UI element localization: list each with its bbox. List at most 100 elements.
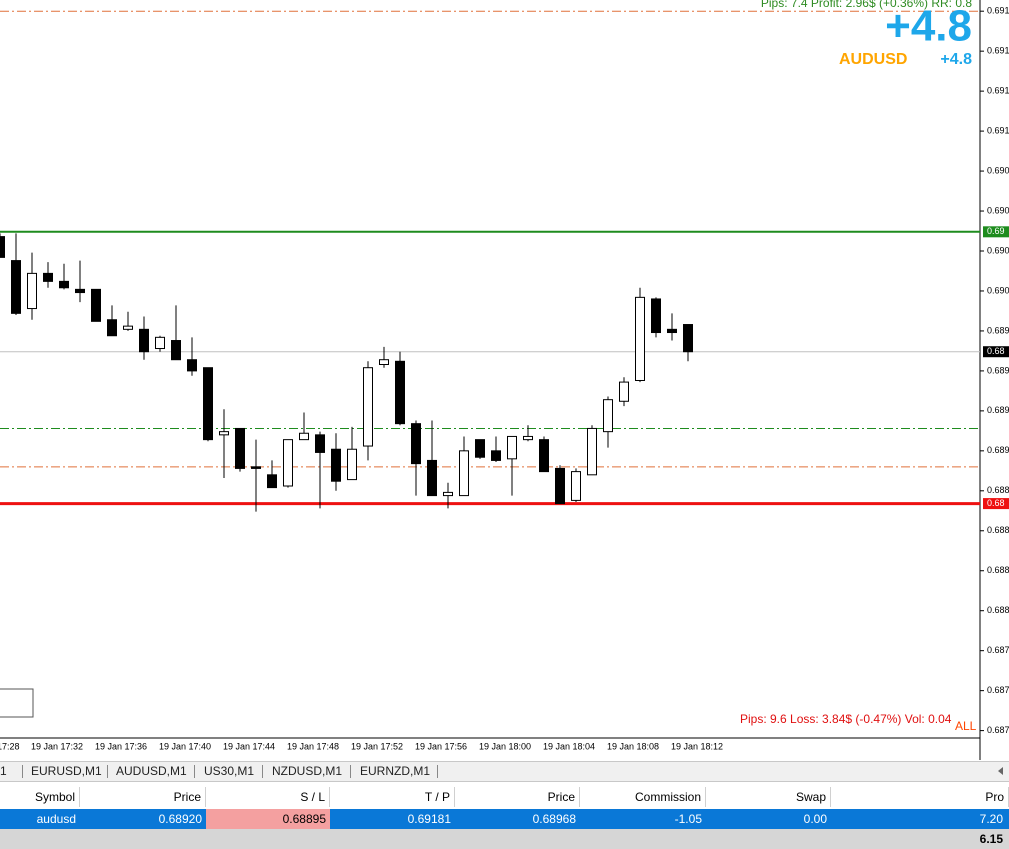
trade-info: Pips: 7.4 Profit: 2.96$ (+0.36%) RR: 0.8 [761,0,972,10]
y-tick-label: 0.690 [987,245,1009,255]
tab-separator [262,765,263,778]
candle-body [59,280,69,289]
candle-body [651,298,661,334]
time-label: 19 Jan 17:52 [351,741,403,751]
tab-separator [350,765,351,778]
chart-tab[interactable]: EURUSD,M1 [31,764,102,778]
candle-body [315,434,325,453]
candle-body [75,288,85,294]
candle-body [347,448,357,481]
empty-button[interactable] [0,688,34,718]
candle-body [603,399,613,433]
candle-body [411,423,421,465]
time-label: 19 Jan 18:00 [479,741,531,751]
candle-body [299,432,309,441]
y-tick-label: 0.691 [987,46,1009,56]
level-tag-label: 0.68 [987,498,1005,508]
candle-body [507,435,517,460]
chart: 0.6910.6910.6910.6910.6900.6900.6900.690… [0,0,1009,760]
candle-body [123,325,133,330]
candle-body [203,367,213,441]
chart-tab[interactable]: US30,M1 [204,764,255,778]
candle-body [619,381,629,402]
chart-tab[interactable]: 1 [0,764,7,778]
column-header: Swap [706,787,831,807]
column-header: S / L [206,787,330,807]
chart-tab[interactable]: AUDUSD,M1 [116,764,187,778]
candle-body [219,431,229,436]
table-cell: 0.68968 [455,809,580,829]
time-label: 19 Jan 17:48 [287,741,339,751]
y-tick-label: 0.687 [987,645,1009,655]
y-tick-label: 0.688 [987,565,1009,575]
all-label: ALL [955,719,977,733]
y-tick-label: 0.687 [987,685,1009,695]
table-cell: 0.68895 [206,809,330,829]
candle-body [43,272,53,282]
candle-body [27,272,37,310]
big-pips: +4.8 [885,2,972,51]
level-tag [983,346,1009,358]
y-tick-label: 0.688 [987,485,1009,495]
time-label: 19 Jan 18:12 [671,741,723,751]
tab-separator [194,765,195,778]
candle-body [187,359,197,372]
time-label: 19 Jan 18:08 [607,741,659,751]
level-tag [983,226,1009,238]
time-label: 19 Jan 17:40 [159,741,211,751]
y-tick-label: 0.691 [987,86,1009,96]
y-tick-label: 0.690 [987,165,1009,175]
time-label: 19 Jan 18:04 [543,741,595,751]
table-cell: 0.68920 [80,809,206,829]
time-label: 19 Jan 17:56 [415,741,467,751]
candle-body [683,324,693,353]
tab-separator [107,765,108,778]
tab-separator [22,765,23,778]
column-header: Symbol [0,787,80,807]
level-tag-label: 0.69 [987,226,1005,236]
candle-body [635,296,645,381]
table-cell: audusd [0,809,80,829]
risk-info: Pips: 9.6 Loss: 3.84$ (-0.47%) Vol: 0.04 [740,712,952,726]
candle-body [587,427,597,476]
table-cell: 7.20 [831,809,1009,829]
chart-tab[interactable]: NZDUSD,M1 [272,764,343,778]
candle-body [251,466,261,469]
candle-body [427,459,437,497]
candle-body [571,471,581,501]
y-tick-label: 0.689 [987,445,1009,455]
tab-separator [437,765,438,778]
candle-body [283,439,293,487]
table-cell: 0.69181 [330,809,455,829]
scroll-arrow[interactable] [996,766,1006,776]
y-tick-label: 0.690 [987,205,1009,215]
time-label: 19 Jan 17:36 [95,741,147,751]
candle-body [379,359,389,366]
candle-body [139,328,149,353]
level-tag-label: 0.68 [987,346,1005,356]
column-header: T / P [330,787,455,807]
y-tick-label: 0.689 [987,405,1009,415]
table-cell: 0.00 [706,809,831,829]
candle-body [235,427,245,469]
y-tick-label: 0.690 [987,285,1009,295]
candle-body [555,467,565,505]
total-profit: 6.15 [979,832,1003,846]
time-label: 19 Jan 17:44 [223,741,275,751]
candle-body [0,236,5,258]
column-header: Commission [580,787,706,807]
candle-body [363,367,373,447]
y-tick-label: 0.691 [987,6,1009,16]
candle-body [331,448,341,482]
y-tick-label: 0.689 [987,325,1009,335]
chart-tab[interactable]: EURNZD,M1 [360,764,431,778]
candle-body [539,439,549,473]
candle-body [11,260,21,314]
symbol: AUDUSD [839,51,907,68]
candle-body [107,319,117,337]
candle-body [267,474,277,489]
candle-body [523,435,533,441]
table-cell: -1.05 [580,809,706,829]
